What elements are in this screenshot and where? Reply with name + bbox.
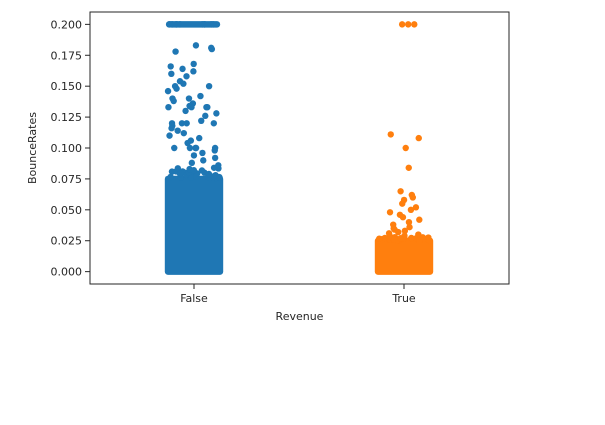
data-point <box>180 80 187 87</box>
data-point <box>205 170 213 178</box>
data-point <box>192 42 200 49</box>
data-point <box>183 73 190 80</box>
x-tick-label: False <box>180 292 208 305</box>
data-point <box>197 92 204 100</box>
data-point <box>167 63 174 70</box>
data-point <box>186 144 194 152</box>
y-tick-label: 0.100 <box>51 142 83 155</box>
data-point <box>192 144 199 152</box>
x-tick-label: True <box>391 292 416 305</box>
dense-bands <box>164 165 434 275</box>
y-tick-label: 0.200 <box>51 18 83 31</box>
data-point-run <box>167 21 221 28</box>
data-point <box>407 206 415 214</box>
data-point <box>390 236 398 243</box>
y-tick-label: 0.125 <box>51 111 83 124</box>
dense-band <box>374 237 434 275</box>
data-point <box>415 231 422 238</box>
data-point <box>210 120 218 127</box>
data-point <box>406 223 413 231</box>
data-point <box>188 104 195 111</box>
data-point <box>196 134 203 142</box>
y-tick-label: 0.175 <box>51 49 83 62</box>
data-point <box>397 188 404 195</box>
data-point <box>190 68 197 75</box>
plot-area <box>89 11 510 285</box>
data-point <box>409 194 417 201</box>
data-point <box>187 174 195 181</box>
data-point <box>179 65 186 73</box>
y-tick-label: 0.075 <box>51 173 83 186</box>
data-point <box>415 134 422 142</box>
data-point <box>426 237 433 244</box>
data-point <box>174 127 181 134</box>
dense-band <box>164 175 224 275</box>
data-point <box>397 235 404 242</box>
y-axis: 0.000 0.025 0.050 0.075 0.100 0.125 0.150 0.175… <box>51 18 90 279</box>
data-point <box>166 132 173 139</box>
y-tick-label: 0.150 <box>51 80 83 93</box>
data-point <box>376 235 383 242</box>
data-point <box>200 157 207 164</box>
data-point <box>399 200 406 207</box>
data-point <box>416 237 423 244</box>
data-point <box>180 129 188 137</box>
data-point <box>205 82 213 90</box>
data-point <box>173 85 180 92</box>
data-point <box>174 165 182 172</box>
data-point <box>167 173 174 181</box>
data-point <box>178 120 186 127</box>
x-axis-label: Revenue <box>276 310 324 323</box>
data-point <box>213 110 220 117</box>
data-point <box>203 104 210 111</box>
data-point <box>185 95 193 102</box>
data-point <box>395 228 402 236</box>
y-tick-label: 0.000 <box>51 266 83 279</box>
y-axis-label: BounceRates <box>26 112 39 184</box>
data-point <box>208 45 216 53</box>
data-point <box>401 227 409 235</box>
data-point <box>171 144 178 152</box>
data-point <box>211 147 218 154</box>
data-point <box>202 112 209 120</box>
data-point <box>398 21 406 28</box>
data-point <box>198 117 205 125</box>
data-point <box>168 125 175 132</box>
data-point <box>405 164 412 171</box>
x-axis: False True <box>180 284 416 305</box>
data-point <box>188 159 196 167</box>
data-point <box>405 21 412 28</box>
y-tick-label: 0.025 <box>51 235 83 248</box>
data-point <box>408 234 415 242</box>
data-point <box>402 144 409 152</box>
data-point <box>412 204 420 211</box>
data-point <box>193 173 200 180</box>
data-point <box>177 170 184 177</box>
data-point <box>165 104 172 111</box>
data-point <box>190 60 197 68</box>
data-point <box>405 218 413 226</box>
data-point <box>168 70 175 78</box>
data-point <box>184 139 191 147</box>
data-points <box>164 21 423 243</box>
data-point <box>170 97 177 105</box>
data-point <box>399 214 407 221</box>
data-point <box>190 152 198 159</box>
y-tick-label: 0.050 <box>51 204 83 217</box>
data-point <box>386 209 394 216</box>
data-point <box>172 48 179 55</box>
data-point <box>182 107 189 115</box>
data-point <box>210 164 218 171</box>
data-point <box>164 87 172 95</box>
data-point <box>411 21 418 28</box>
data-point <box>199 149 206 157</box>
data-point <box>183 120 190 127</box>
data-point <box>416 216 423 223</box>
data-point <box>387 131 394 138</box>
data-point <box>211 154 219 162</box>
data-point <box>216 174 223 181</box>
data-point <box>190 167 198 174</box>
